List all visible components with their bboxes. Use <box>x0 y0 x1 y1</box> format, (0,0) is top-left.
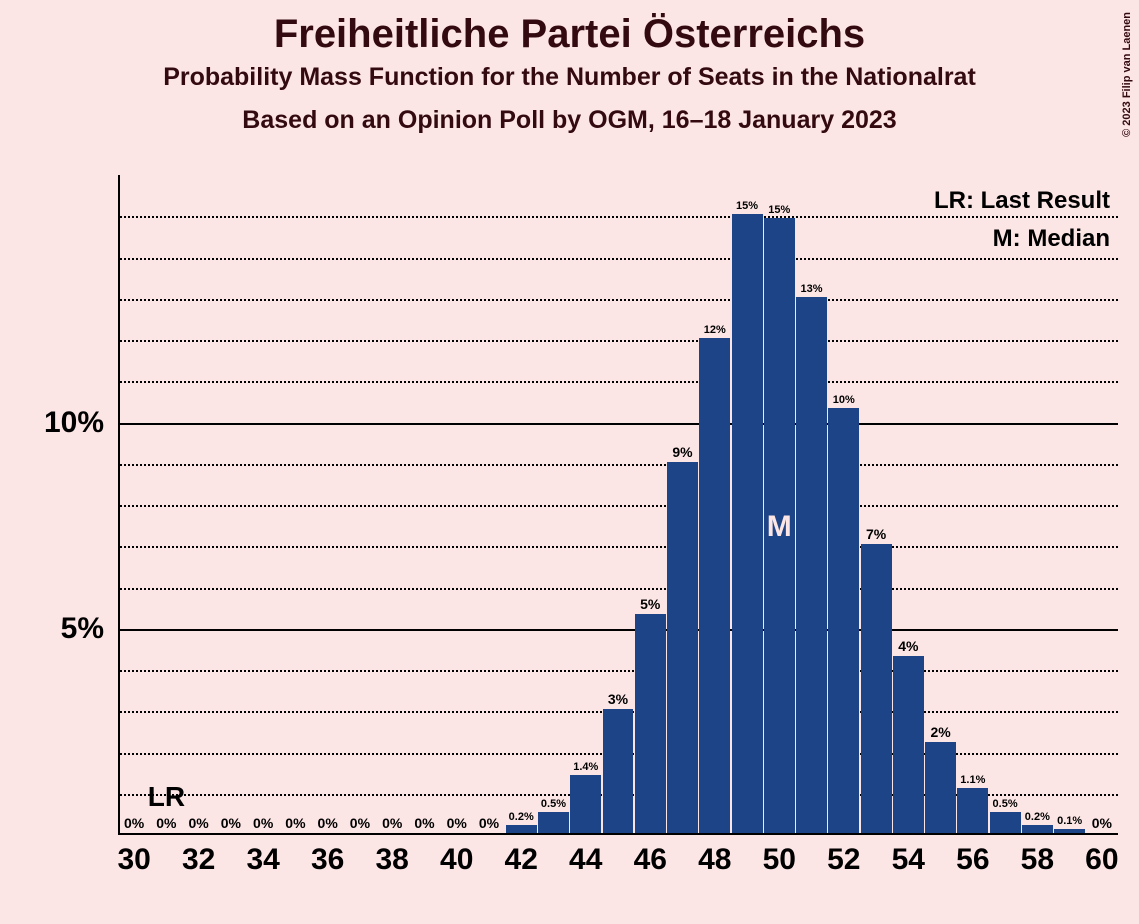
gridline-minor <box>120 670 1118 672</box>
bar-value-label: 0% <box>318 815 338 831</box>
x-tick-label: 54 <box>892 843 925 877</box>
plot-area: LR: Last Result M: Median 5% 10% 0% 0% 0% 0% 0… <box>118 175 1118 835</box>
gridline-minor <box>120 546 1118 548</box>
bar-value-label: 10% <box>833 394 855 406</box>
bar <box>1054 829 1085 833</box>
x-tick-label: 30 <box>117 843 150 877</box>
gridline-major <box>120 423 1118 425</box>
bar <box>570 775 601 833</box>
bar-value-label: 0% <box>124 815 144 831</box>
bar-value-label: 9% <box>672 444 692 460</box>
bar-value-label: 15% <box>736 200 758 212</box>
y-tick-label: 10% <box>44 406 104 440</box>
x-tick-label: 44 <box>569 843 602 877</box>
bar-value-label: 12% <box>704 324 726 336</box>
bar-value-label: 0% <box>221 815 241 831</box>
x-tick-label: 56 <box>956 843 989 877</box>
gridline-major <box>120 629 1118 631</box>
bar <box>1022 825 1053 833</box>
bar-value-label: 7% <box>866 526 886 542</box>
bar-value-label: 13% <box>801 283 823 295</box>
x-tick-label: 36 <box>311 843 344 877</box>
bar <box>635 614 666 833</box>
x-tick-label: 38 <box>376 843 409 877</box>
gridline-minor <box>120 258 1118 260</box>
bar <box>828 408 859 833</box>
bar-value-label: 0.2% <box>1025 811 1050 823</box>
bar <box>732 214 763 833</box>
bar-value-label: 0.5% <box>541 798 566 810</box>
x-tick-label: 60 <box>1085 843 1118 877</box>
bar <box>990 812 1021 833</box>
bar <box>538 812 569 833</box>
bar-value-label: 0% <box>253 815 273 831</box>
gridline-minor <box>120 464 1118 466</box>
bar <box>957 788 988 833</box>
bar-value-label: 0% <box>479 815 499 831</box>
x-tick-label: 48 <box>698 843 731 877</box>
bar-value-label: 3% <box>608 691 628 707</box>
legend-m: M: Median <box>993 225 1110 253</box>
bar-value-label: 5% <box>640 596 660 612</box>
bar <box>796 297 827 833</box>
bar-value-label: 0% <box>189 815 209 831</box>
median-marker: M <box>767 510 792 544</box>
x-tick-label: 40 <box>440 843 473 877</box>
bar <box>667 462 698 833</box>
x-axis <box>118 833 1118 835</box>
gridline-minor <box>120 340 1118 342</box>
x-tick-label: 34 <box>246 843 279 877</box>
bar <box>506 825 537 833</box>
gridline-minor <box>120 588 1118 590</box>
x-tick-label: 46 <box>634 843 667 877</box>
bar <box>893 656 924 833</box>
chart-subtitle: Probability Mass Function for the Number… <box>0 63 1139 92</box>
gridline-minor <box>120 381 1118 383</box>
legend-lr: LR: Last Result <box>934 187 1110 215</box>
gridline-minor <box>120 216 1118 218</box>
bar-value-label: 0.1% <box>1057 815 1082 827</box>
bar <box>861 544 892 833</box>
bar-value-label: 4% <box>898 638 918 654</box>
bar-value-label: 0% <box>156 815 176 831</box>
x-tick-label: 58 <box>1021 843 1054 877</box>
bar-value-label: 2% <box>930 724 950 740</box>
x-tick-label: 52 <box>827 843 860 877</box>
bar-value-label: 15% <box>768 204 790 216</box>
bar-value-label: 0% <box>350 815 370 831</box>
bar-value-label: 1.4% <box>573 761 598 773</box>
bar-value-label: 0% <box>382 815 402 831</box>
bar-value-label: 0.2% <box>509 811 534 823</box>
bar-value-label: 0% <box>447 815 467 831</box>
bar-value-label: 0% <box>285 815 305 831</box>
bar-value-label: 0% <box>1092 815 1112 831</box>
x-tick-label: 32 <box>182 843 215 877</box>
bar <box>603 709 634 833</box>
y-tick-label: 5% <box>61 612 104 646</box>
x-tick-label: 42 <box>505 843 538 877</box>
bar <box>925 742 956 833</box>
copyright-text: © 2023 Filip van Laenen <box>1121 12 1133 137</box>
gridline-minor <box>120 299 1118 301</box>
bar-value-label: 1.1% <box>960 774 985 786</box>
gridline-minor <box>120 505 1118 507</box>
chart: LR: Last Result M: Median 5% 10% 0% 0% 0% 0% 0… <box>30 175 1120 885</box>
bar-value-label: 0% <box>414 815 434 831</box>
x-tick-label: 50 <box>763 843 796 877</box>
bar <box>699 338 730 833</box>
chart-title: Freiheitliche Partei Österreichs <box>0 12 1139 57</box>
title-block: Freiheitliche Partei Österreichs Probabi… <box>0 0 1139 135</box>
chart-subtitle2: Based on an Opinion Poll by OGM, 16–18 J… <box>0 106 1139 135</box>
last-result-marker: LR <box>148 781 185 813</box>
bar-value-label: 0.5% <box>993 798 1018 810</box>
